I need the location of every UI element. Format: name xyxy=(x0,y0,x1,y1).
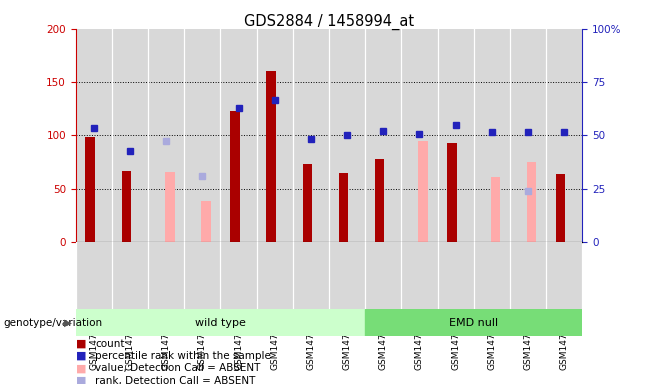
Bar xyxy=(491,177,500,242)
Bar xyxy=(365,309,582,336)
Bar xyxy=(201,202,211,242)
Bar xyxy=(556,174,565,242)
Text: ■: ■ xyxy=(76,363,86,373)
Bar xyxy=(165,172,174,242)
Bar xyxy=(230,111,240,242)
Text: EMD null: EMD null xyxy=(449,318,498,328)
Text: ■: ■ xyxy=(76,351,86,361)
Bar xyxy=(418,141,428,242)
Text: wild type: wild type xyxy=(195,318,246,328)
Bar xyxy=(527,162,536,242)
Text: count: count xyxy=(95,339,125,349)
Bar xyxy=(266,71,276,242)
Text: percentile rank within the sample: percentile rank within the sample xyxy=(95,351,271,361)
Bar xyxy=(447,143,457,242)
Text: ■: ■ xyxy=(76,339,86,349)
Text: ■: ■ xyxy=(76,376,86,384)
Text: GDS2884 / 1458994_at: GDS2884 / 1458994_at xyxy=(244,13,414,30)
Text: rank, Detection Call = ABSENT: rank, Detection Call = ABSENT xyxy=(95,376,256,384)
Bar xyxy=(339,173,348,242)
Text: ▶: ▶ xyxy=(64,318,72,328)
Text: genotype/variation: genotype/variation xyxy=(3,318,103,328)
Bar xyxy=(122,170,131,242)
Bar xyxy=(303,164,312,242)
Text: value, Detection Call = ABSENT: value, Detection Call = ABSENT xyxy=(95,363,261,373)
Bar xyxy=(375,159,384,242)
Bar xyxy=(86,137,95,242)
